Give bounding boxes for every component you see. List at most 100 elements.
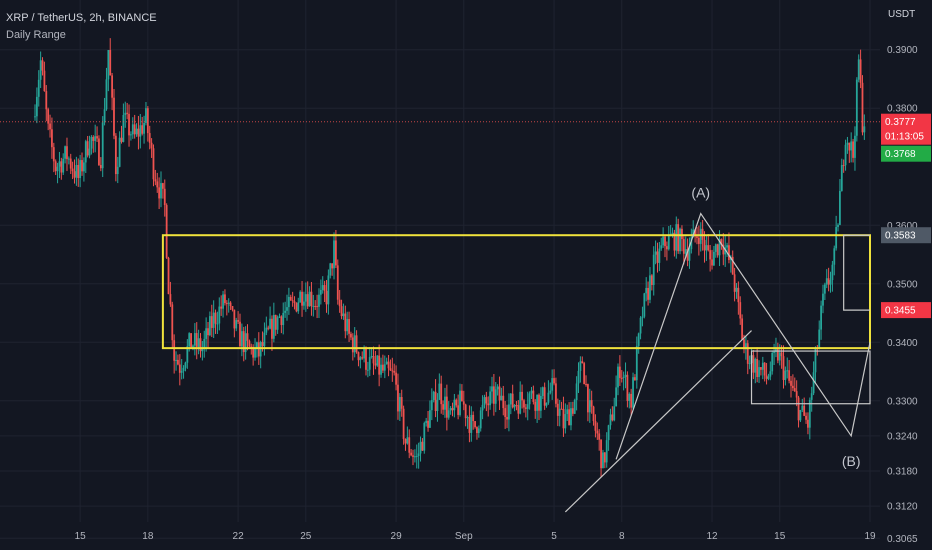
y-axis: 0.40000.39000.38000.36000.35000.34000.33…: [887, 45, 918, 545]
candle: [321, 276, 324, 294]
candle: [216, 311, 219, 334]
indicator-label[interactable]: Daily Range: [6, 29, 66, 41]
candle: [210, 304, 213, 338]
candle: [477, 425, 480, 438]
candle: [79, 154, 82, 188]
candle: [231, 306, 234, 312]
candle: [532, 385, 535, 405]
candle: [810, 386, 813, 412]
candle: [801, 398, 804, 413]
candle: [498, 376, 501, 411]
candle: [620, 370, 623, 383]
candle: [782, 345, 785, 389]
candle: [481, 395, 484, 420]
candle: [47, 107, 50, 131]
candle: [417, 442, 420, 469]
candle: [863, 114, 866, 140]
candle: [716, 243, 719, 258]
candle: [553, 369, 555, 386]
candle: [355, 330, 358, 354]
candle: [837, 223, 839, 232]
candle: [791, 374, 794, 391]
candle: [186, 339, 189, 369]
candle: [571, 401, 574, 417]
candle: [735, 283, 738, 299]
wave-label-b[interactable]: (B): [842, 453, 861, 469]
candle: [412, 449, 414, 466]
candle: [760, 367, 762, 376]
candle: [722, 233, 725, 266]
wave-zigzag[interactable]: [615, 212, 871, 460]
candle: [842, 159, 845, 173]
symbol-title[interactable]: XRP / TetherUS, 2h, BINANCE: [6, 12, 157, 24]
y-tick-label: 0.3500: [887, 279, 918, 290]
candle: [248, 339, 251, 348]
candle: [756, 347, 759, 383]
candle: [502, 385, 505, 416]
candle: [588, 388, 591, 423]
candle: [419, 436, 422, 462]
candle: [592, 405, 595, 426]
y-tick-label: 0.3300: [887, 396, 918, 407]
candle: [167, 256, 170, 295]
candle: [340, 299, 343, 320]
candle: [67, 156, 70, 165]
candle: [214, 309, 217, 334]
candle: [489, 386, 492, 410]
candle: [143, 115, 145, 144]
candle: [84, 139, 87, 173]
candle: [365, 346, 367, 376]
candle: [733, 267, 736, 302]
candle: [295, 302, 298, 313]
candle: [641, 306, 644, 327]
candle: [229, 301, 232, 310]
currency-label[interactable]: USDT: [888, 9, 916, 20]
candle: [508, 393, 510, 432]
candle: [304, 282, 307, 312]
candle: [90, 135, 93, 155]
candle: [107, 49, 110, 92]
candle: [566, 404, 569, 421]
candle: [98, 135, 100, 166]
candle: [487, 396, 490, 417]
candle: [69, 153, 72, 175]
candle: [767, 373, 770, 381]
current-price-tag: 0.3777 01:13:05: [881, 113, 931, 145]
candle: [831, 260, 834, 292]
range-box[interactable]: [161, 234, 872, 350]
candle: [602, 449, 604, 469]
candle: [637, 332, 640, 354]
consolidation-box[interactable]: [750, 350, 871, 405]
candle: [37, 70, 40, 107]
candle: [49, 114, 51, 138]
candle: [823, 282, 826, 301]
candle: [543, 382, 546, 410]
candle: [438, 373, 441, 400]
candle: [333, 232, 335, 280]
candle: [524, 403, 527, 418]
candle: [752, 350, 755, 380]
candle: [397, 373, 399, 420]
candle: [173, 334, 176, 374]
candle: [541, 386, 544, 400]
candle: [73, 159, 76, 184]
candle: [515, 401, 518, 411]
candle: [784, 366, 787, 386]
candle: [421, 438, 424, 451]
candle: [199, 333, 202, 358]
candle: [711, 249, 713, 270]
candle: [639, 316, 642, 340]
wave-label-a[interactable]: (A): [691, 185, 710, 201]
candle: [822, 284, 824, 314]
trend-line[interactable]: [564, 330, 752, 513]
candle: [398, 393, 401, 421]
candle: [430, 388, 433, 421]
candle: [547, 380, 550, 405]
range-bracket[interactable]: [843, 234, 870, 311]
candle: [146, 106, 149, 142]
drawings-layer: [0, 121, 880, 513]
candle: [158, 177, 161, 210]
candle: [724, 235, 727, 267]
y-tick-label: 0.3180: [887, 467, 918, 478]
